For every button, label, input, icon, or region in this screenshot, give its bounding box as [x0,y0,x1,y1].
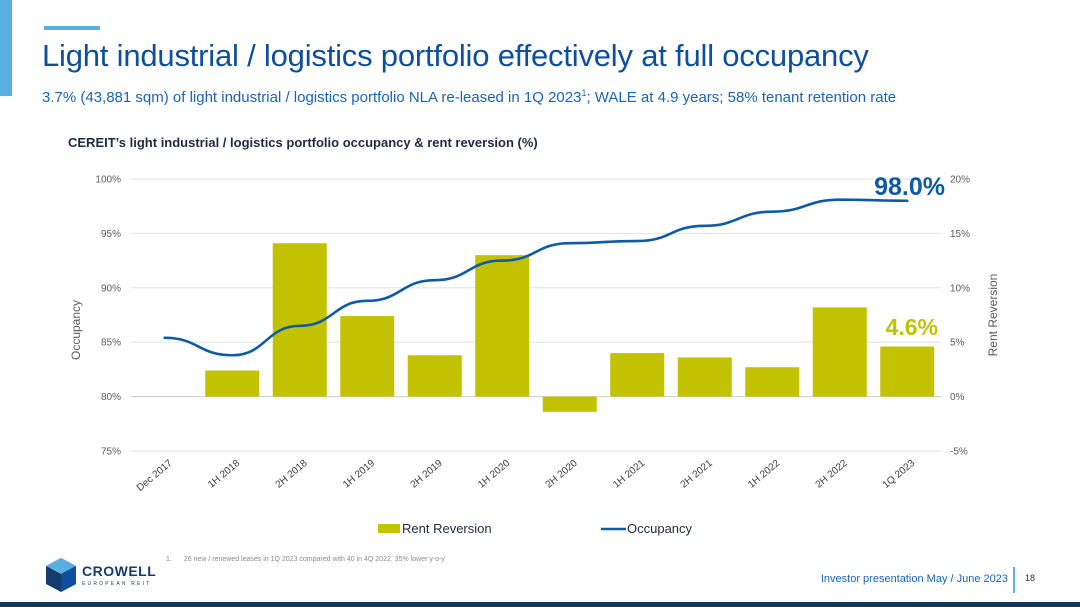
footer-divider [1013,567,1015,593]
x-tick-label: 1H 2020 [476,458,512,491]
legend-occupancy-label: Occupancy [627,521,693,536]
footnote: 1. 26 new / renewed leases in 1Q 2023 com… [166,556,445,563]
rent-reversion-bar [745,367,800,397]
y-tick-label-right: 5% [950,338,965,349]
page-number: 18 [1025,573,1036,583]
rent-reversion-bars [205,243,935,412]
chart-title: CEREIT’s light industrial / logistics po… [68,135,538,150]
rent-reversion-annotation: 4.6% [886,314,938,340]
x-tick-label: 1H 2021 [611,458,647,491]
rent-reversion-bar [880,346,935,397]
chart-legend: Rent Reversion Occupancy [378,521,693,536]
rent-reversion-bar [340,316,395,397]
occupancy-annotation: 98.0% [874,173,945,201]
logo-name: CROWELL [82,563,157,579]
y-tick-label-right: 15% [950,229,970,240]
rent-reversion-bar [677,357,732,397]
x-tick-label: 1H 2022 [746,458,782,491]
rent-reversion-bar [812,307,867,397]
y-tick-label-right: 0% [950,392,965,403]
subtitle-footnote-ref: 1 [581,88,587,98]
x-tick-label: 2H 2019 [409,458,445,491]
legend-rent-reversion-label: Rent Reversion [402,521,492,536]
accent-tab [0,0,12,96]
y-tick-label-left: 90% [101,283,121,294]
subtitle-tail: ; WALE at 4.9 years; 58% tenant retentio… [586,89,897,106]
slide-title: Light industrial / logistics portfolio e… [42,38,869,73]
y-tick-label-left: 100% [95,175,121,186]
slide-subtitle: 3.7% (43,881 sqm) of light industrial / … [42,88,896,106]
footer-presentation-title: Investor presentation May / June 2023 [820,573,1008,585]
x-tick-label: Dec 2017 [135,458,175,494]
y-tick-label-left: 95% [101,229,121,240]
y-axis-title-left: Occupancy [69,300,83,360]
y-tick-label-right: 20% [950,175,970,186]
x-tick-label: 1H 2018 [206,458,242,491]
x-tick-label: 2H 2022 [814,458,850,491]
y-tick-label-right: -5% [950,447,968,458]
y-tick-label-left: 75% [101,447,121,458]
logo-mark-icon [46,558,76,592]
footer-bar [0,602,1080,607]
rent-reversion-bar [272,243,327,397]
occupancy-line-group [163,198,909,357]
footnote-text: 26 new / renewed leases in 1Q 2023 compa… [183,556,445,563]
rent-reversion-bar [542,396,597,412]
y-tick-label-left: 80% [101,392,121,403]
x-tick-label: 1Q 2023 [881,458,918,491]
rent-reversion-bar [205,370,260,397]
rent-reversion-bar [610,353,665,397]
y-axis-title-right: Rent Reversion [986,274,1000,357]
subtitle-main: 3.7% (43,881 sqm) of light industrial / … [42,89,582,106]
logo-tagline: EUROPEAN REIT [82,581,152,587]
annotations: 98.0% 4.6% [874,173,945,340]
footnote-number: 1. [166,556,172,563]
x-tick-label: 1H 2019 [341,458,377,491]
x-tick-label: 2H 2021 [679,458,715,491]
title-accent-bar [44,26,100,30]
rent-reversion-bar [407,355,462,397]
x-tick-label: 2H 2018 [274,458,310,491]
legend-rent-reversion-swatch [378,524,400,533]
occupancy-line [163,198,909,357]
x-tick-label: 2H 2020 [544,458,580,491]
y-tick-label-left: 85% [101,338,121,349]
company-logo: CROWELL EUROPEAN REIT [46,558,166,592]
occupancy-rent-reversion-chart: 75% 80% 85% 90% 95% 100% -5% 0% 5% 10% 15% 20% Occup… [69,173,1000,536]
y-tick-label-right: 10% [950,283,970,294]
rent-reversion-bar [475,255,530,397]
